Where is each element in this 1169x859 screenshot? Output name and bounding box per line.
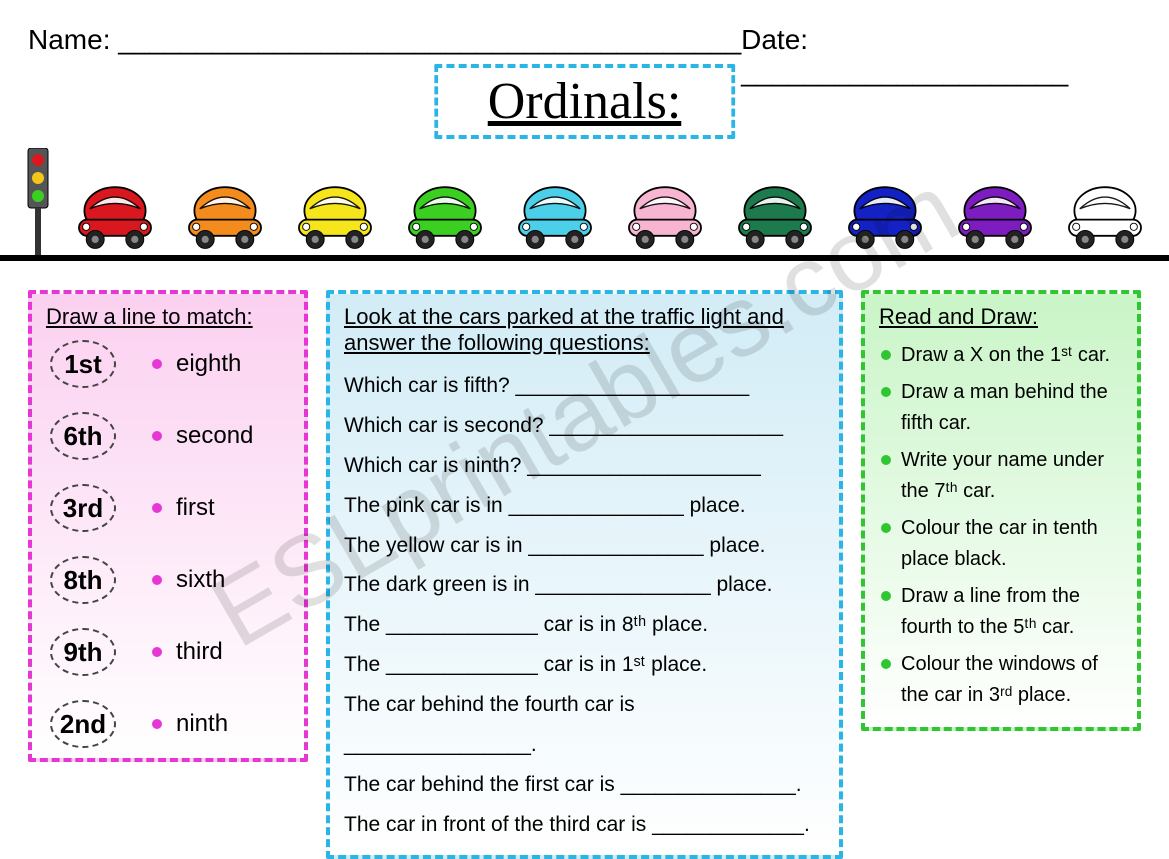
match-row: 1st eighth — [50, 340, 290, 388]
car-2 — [180, 178, 270, 259]
ordinal-abbrev: 2nd — [50, 700, 116, 748]
panels-container: Draw a line to match: 1st eighth 6th sec… — [28, 290, 1141, 859]
ordinal-abbrev: 6th — [50, 412, 116, 460]
ordinal-word: eighth — [176, 350, 241, 378]
question-line: The car behind the fourth car is _______… — [344, 685, 825, 765]
car-4 — [400, 178, 490, 259]
car-1 — [70, 178, 160, 259]
car-8 — [840, 178, 930, 259]
car-row — [70, 178, 1150, 259]
match-row: 2nd ninth — [50, 700, 290, 748]
read-item: Colour the windows of the car in 3ʳᵈ pla… — [879, 649, 1123, 711]
car-9 — [950, 178, 1040, 259]
ordinal-word: sixth — [176, 566, 225, 594]
traffic-light-icon — [18, 148, 58, 263]
ordinal-word: second — [176, 422, 253, 450]
car-6 — [620, 178, 710, 259]
question-line: Which car is fifth? ____________________ — [344, 366, 825, 406]
bullet-icon — [152, 647, 162, 657]
question-line: The _____________ car is in 1ˢᵗ place. — [344, 645, 825, 685]
road-line — [0, 255, 1169, 261]
read-panel-title: Read and Draw: — [879, 304, 1123, 330]
question-line: The car behind the first car is ________… — [344, 765, 825, 805]
read-item: Write your name under the 7ᵗʰ car. — [879, 445, 1123, 507]
ordinal-abbrev: 9th — [50, 628, 116, 676]
car-3 — [290, 178, 380, 259]
ordinal-word: third — [176, 638, 223, 666]
question-line: The yellow car is in _______________ pla… — [344, 526, 825, 566]
ordinal-abbrev: 3rd — [50, 484, 116, 532]
read-item: Draw a line from the fourth to the 5ᵗʰ c… — [879, 581, 1123, 643]
question-line: The _____________ car is in 8ᵗʰ place. — [344, 605, 825, 645]
match-row: 8th sixth — [50, 556, 290, 604]
car-5 — [510, 178, 600, 259]
page-title: Ordinals: — [434, 64, 736, 139]
question-lines: Which car is fifth? ____________________… — [344, 366, 825, 845]
car-10 — [1060, 178, 1150, 259]
question-line: Which car is ninth? ____________________ — [344, 446, 825, 486]
match-panel: Draw a line to match: 1st eighth 6th sec… — [28, 290, 308, 762]
bullet-icon — [152, 503, 162, 513]
date-field: Date: _____________________ — [741, 24, 1141, 88]
question-line: Which car is second? ___________________… — [344, 406, 825, 446]
question-line: The car in front of the third car is ___… — [344, 805, 825, 845]
bullet-icon — [152, 431, 162, 441]
question-line: The pink car is in _______________ place… — [344, 486, 825, 526]
ordinal-abbrev: 1st — [50, 340, 116, 388]
read-list: Draw a X on the 1ˢᵗ car. Draw a man behin… — [879, 340, 1123, 711]
bullet-icon — [152, 575, 162, 585]
match-row: 9th third — [50, 628, 290, 676]
read-item: Draw a man behind the fifth car. — [879, 377, 1123, 439]
question-line: The dark green is in _______________ pla… — [344, 565, 825, 605]
ordinal-word: first — [176, 494, 215, 522]
questions-panel: Look at the cars parked at the traffic l… — [326, 290, 843, 859]
bullet-icon — [152, 719, 162, 729]
match-panel-title: Draw a line to match: — [46, 304, 290, 330]
car-7 — [730, 178, 820, 259]
match-row: 3rd first — [50, 484, 290, 532]
questions-panel-title: Look at the cars parked at the traffic l… — [344, 304, 825, 356]
ordinal-abbrev: 8th — [50, 556, 116, 604]
read-item: Draw a X on the 1ˢᵗ car. — [879, 340, 1123, 371]
match-rows: 1st eighth 6th second 3rd first 8th sixt… — [46, 340, 290, 748]
ordinal-word: ninth — [176, 710, 228, 738]
bullet-icon — [152, 359, 162, 369]
match-row: 6th second — [50, 412, 290, 460]
read-panel: Read and Draw: Draw a X on the 1ˢᵗ car.D… — [861, 290, 1141, 731]
read-item: Colour the car in tenth place black. — [879, 513, 1123, 575]
